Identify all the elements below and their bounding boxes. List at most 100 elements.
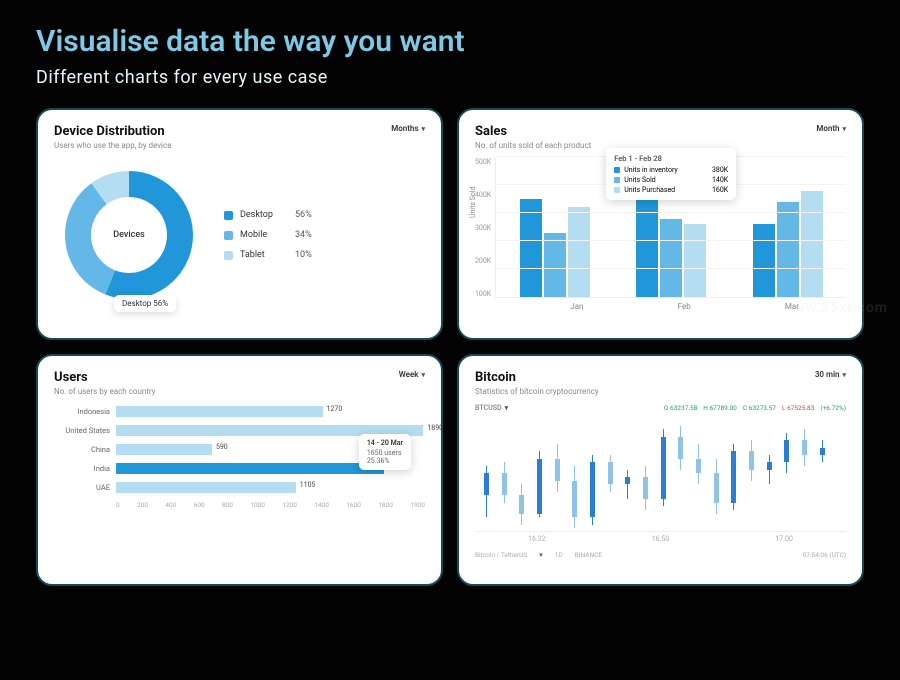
hbar-fill[interactable] [116, 406, 323, 417]
donut-tooltip: Desktop 56% [114, 295, 176, 312]
hbar-track: 1270 [116, 406, 425, 417]
tooltip-title: Feb 1 - Feb 28 [614, 154, 728, 163]
candle-body [749, 451, 754, 469]
users-tooltip-line2: 25.36% [367, 457, 403, 465]
device-distribution-card: Device Distribution Users who use the ap… [36, 108, 443, 340]
sales-period-label: Month [816, 124, 839, 133]
page-subheadline: Different charts for every use case [36, 67, 864, 88]
candle-body [625, 477, 630, 484]
bitcoin-footer: Bitcoin / TetherUS ▾ 1D BINANCE 07:54:06… [475, 551, 846, 559]
bitcoin-ohlc: O 63237.58H 67789.00C 63273.57L 67525.83… [664, 404, 846, 412]
donut-chart: Devices [54, 160, 204, 310]
hbar-row: Indonesia1270 [54, 406, 425, 417]
chevron-down-icon: ▾ [421, 125, 425, 133]
xtick-label: 1800 [378, 501, 393, 509]
candle-body [519, 495, 524, 513]
hbar-fill[interactable] [116, 482, 296, 493]
legend-item[interactable]: Desktop56% [224, 210, 312, 220]
legend-swatch [224, 211, 233, 220]
bar[interactable] [520, 199, 542, 297]
hbar-row: UAE1105 [54, 482, 425, 493]
bitcoin-period-label: 30 min [815, 370, 840, 379]
ytick-label: 500K [475, 158, 491, 166]
users-tooltip: 14 - 20 Mar 1650 users 25.36% [359, 434, 411, 470]
chevron-down-icon: ▾ [505, 404, 509, 412]
chevron-down-icon: ▾ [842, 371, 846, 379]
candle-body [767, 462, 772, 469]
donut-period-selector[interactable]: Months ▾ [391, 124, 425, 133]
hbar-label: China [54, 445, 110, 454]
candle-body [696, 459, 701, 474]
sales-plotarea: Feb 1 - Feb 28Units in inventory380KUnit… [495, 158, 846, 298]
tooltip-label: Units Sold [624, 176, 656, 184]
donut-legend: Desktop56% Mobile 34% Tablet10% [224, 210, 312, 260]
bitcoin-period-selector[interactable]: 30 min ▾ [815, 370, 846, 379]
donut-period-label: Months [391, 124, 418, 133]
ohlc-o: O 63237.58 [664, 404, 697, 412]
candle-body [572, 481, 577, 518]
candle-body [590, 462, 595, 517]
gridline [496, 212, 846, 213]
xtick-label: 1900 [410, 501, 425, 509]
hbar-fill[interactable] [116, 463, 384, 474]
users-period-selector[interactable]: Week ▾ [399, 370, 425, 379]
ytick-label: 100K [475, 290, 491, 298]
hbar-value: 1270 [327, 405, 343, 413]
bar[interactable] [544, 233, 566, 297]
bitcoin-footer-time: 07:54:06 (UTC) [803, 551, 846, 559]
bar[interactable] [636, 185, 658, 297]
sales-yaxis: 500K400K300K200K100K [475, 158, 495, 298]
users-card: Users No. of users by each country Week … [36, 354, 443, 586]
candle-body [643, 477, 648, 499]
chevron-down-icon: ▾ [421, 371, 425, 379]
bitcoin-subtitle: Statistics of bitcoin cryptocurrency [475, 387, 599, 396]
tooltip-row: Units in inventory380K [614, 166, 728, 174]
legend-value: 34% [295, 230, 312, 240]
bar-group [636, 185, 706, 297]
xtick-label: 200 [137, 501, 148, 509]
bitcoin-pair-label: BTCUSD [475, 404, 502, 412]
tooltip-swatch [614, 177, 620, 183]
bar[interactable] [753, 224, 775, 297]
hbar-fill[interactable] [116, 444, 212, 455]
ytick-label: 400K [475, 191, 491, 199]
legend-item[interactable]: Tablet10% [224, 250, 312, 260]
users-title: Users [54, 370, 155, 385]
donut-subtitle: Users who use the app, by device [54, 141, 171, 150]
xtick-label: 1400 [314, 501, 329, 509]
tooltip-label: Units Purchased [624, 186, 675, 194]
candle-body [555, 459, 560, 481]
xtick-label: 16.32 [528, 535, 546, 543]
chevron-down-icon: ▾ [539, 551, 543, 559]
legend-swatch [224, 251, 233, 260]
sales-xaxis: JanFebMar [523, 302, 846, 311]
tooltip-swatch [614, 187, 620, 193]
bitcoin-candlestick-chart [475, 422, 846, 532]
legend-item[interactable]: Mobile 34% [224, 230, 312, 240]
hbar-label: India [54, 464, 110, 473]
legend-label: Mobile [240, 230, 288, 240]
donut-title: Device Distribution [54, 124, 171, 139]
bitcoin-pair-selector[interactable]: BTCUSD ▾ [475, 404, 508, 412]
legend-value: 56% [295, 210, 312, 220]
hbar-value: 1890 [427, 424, 443, 432]
candle-body [714, 473, 719, 502]
sales-tooltip: Feb 1 - Feb 28Units in inventory380KUnit… [606, 148, 736, 200]
sales-title: Sales [475, 124, 591, 139]
dashboard-grid: Device Distribution Users who use the ap… [36, 108, 864, 586]
legend-label: Tablet [240, 250, 288, 260]
bar[interactable] [660, 219, 682, 297]
bar[interactable] [801, 191, 823, 297]
xtick-label: Feb [678, 302, 691, 311]
xtick-label: Mar [785, 302, 799, 311]
candle-body [484, 473, 489, 495]
bar[interactable] [777, 202, 799, 297]
sales-period-selector[interactable]: Month ▾ [816, 124, 846, 133]
bar[interactable] [568, 207, 590, 297]
tooltip-label: Units in inventory [624, 166, 678, 174]
tooltip-row: Units Purchased160K [614, 186, 728, 194]
xtick-label: 0 [116, 501, 120, 509]
bar[interactable] [684, 224, 706, 297]
ytick-label: 300K [475, 224, 491, 232]
xtick-label: 600 [194, 501, 205, 509]
